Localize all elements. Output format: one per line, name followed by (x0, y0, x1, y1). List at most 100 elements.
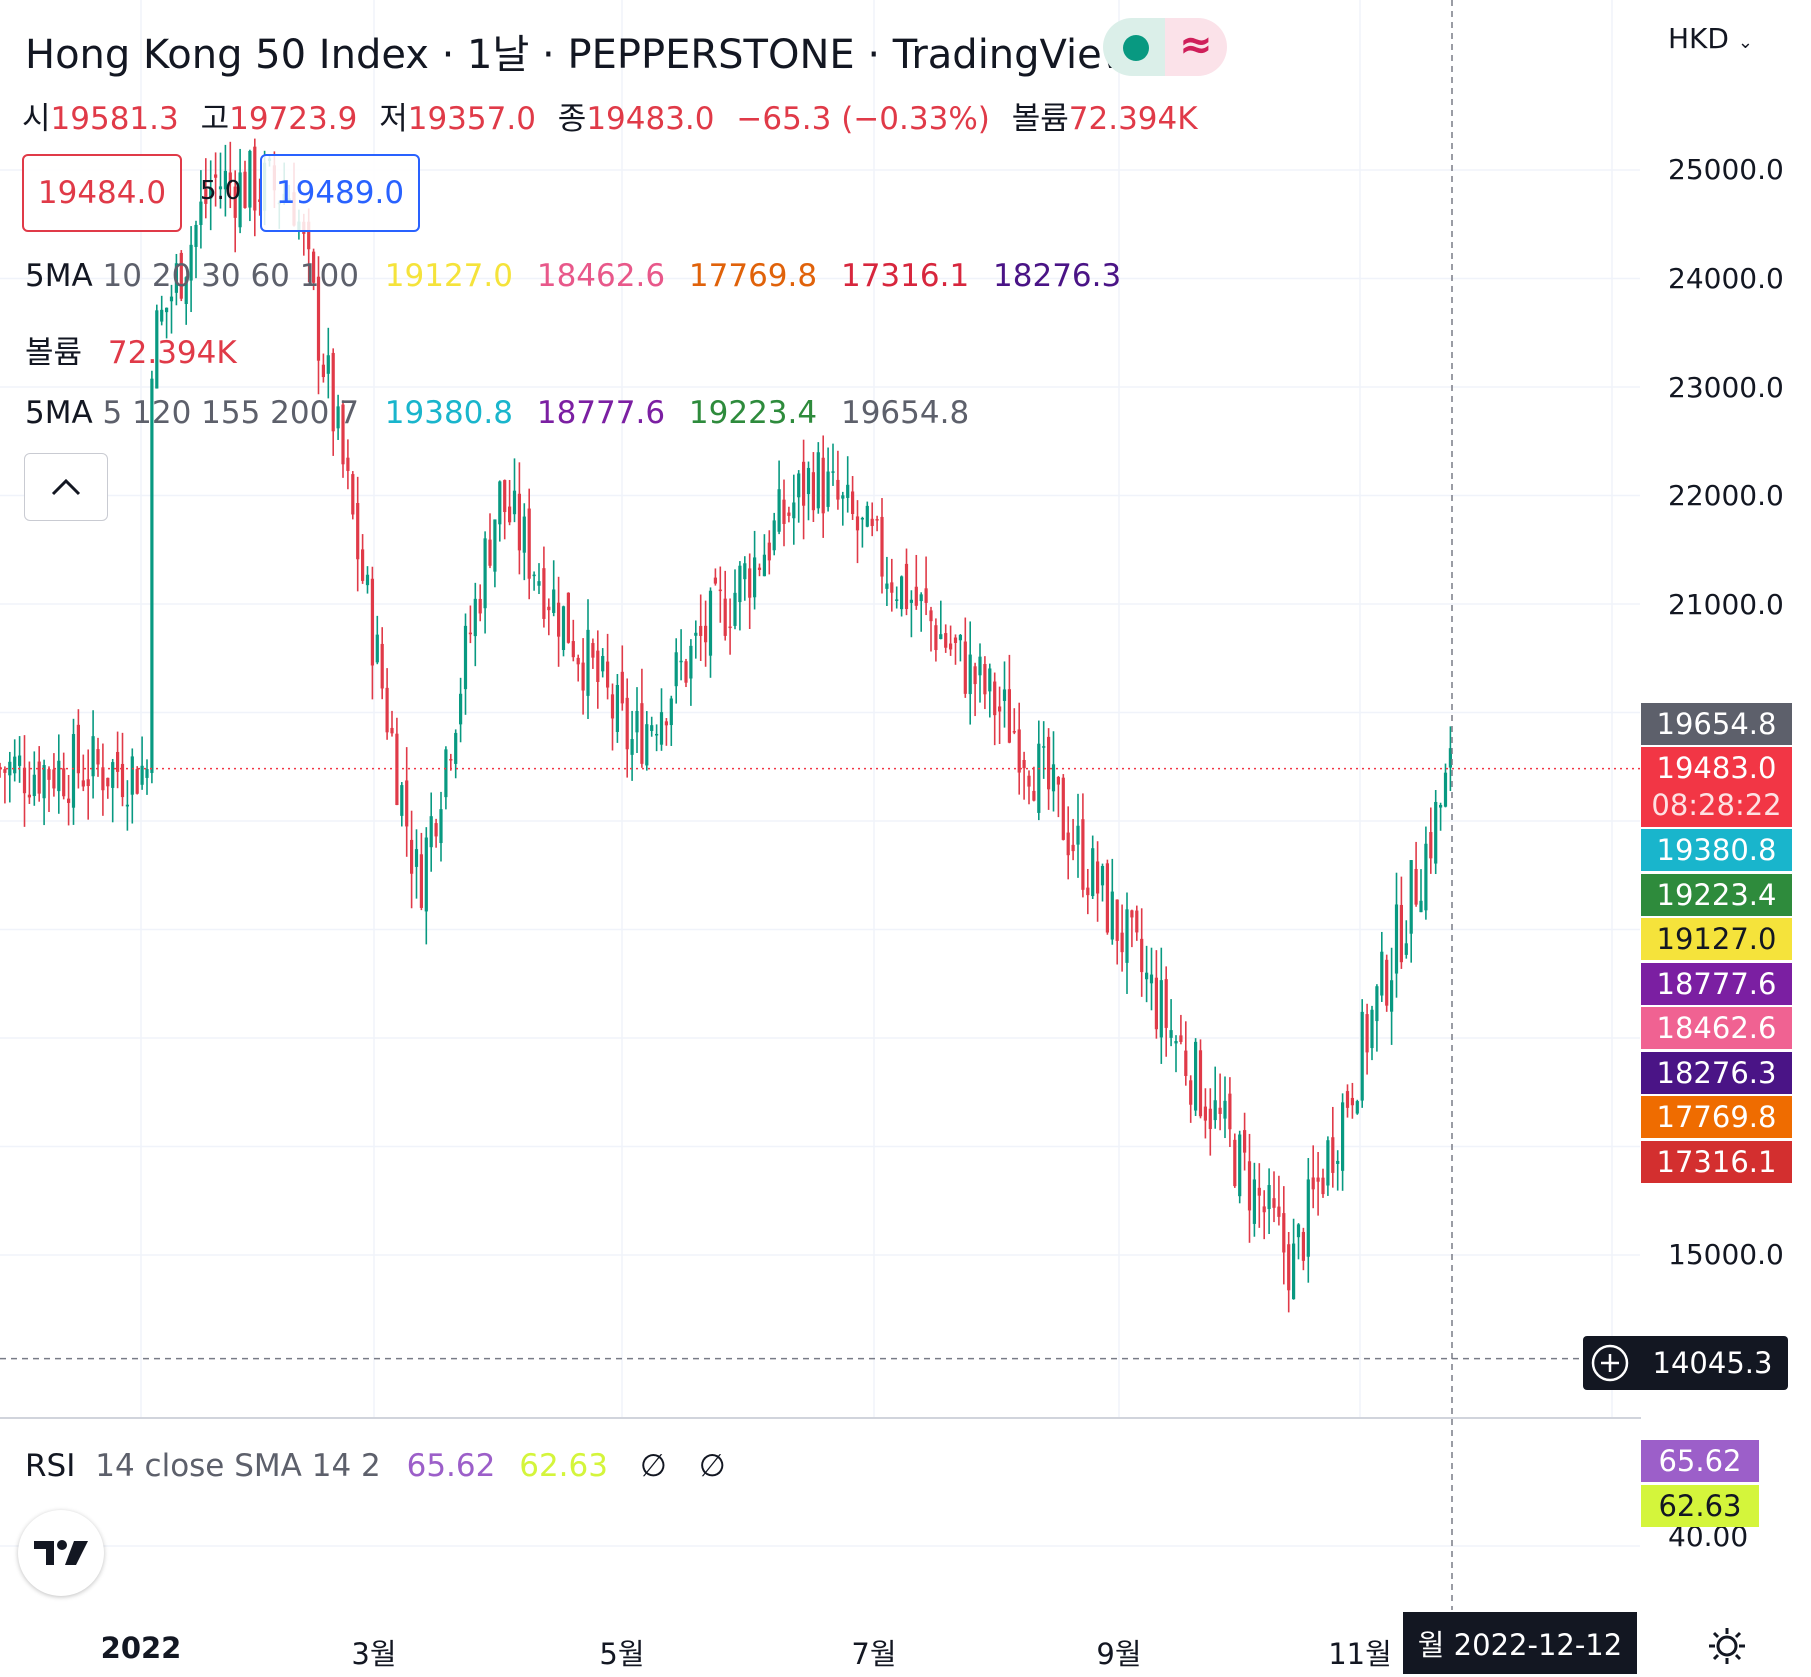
candle-body (18, 755, 22, 766)
candle-body (1159, 980, 1163, 1038)
chart-settings-button[interactable] (1706, 1625, 1748, 1671)
candle-body (767, 542, 771, 561)
rsi-sma-label: 62.63 (1641, 1485, 1759, 1527)
candle-body (757, 567, 762, 570)
candle-body (32, 774, 36, 797)
candle-body (361, 549, 365, 581)
price-label: 17316.1 (1641, 1141, 1792, 1183)
price-tick: 21000.0 (1668, 588, 1784, 621)
rsi-value: 65.62 (406, 1448, 496, 1484)
candle-body (22, 767, 27, 794)
candle-body (1105, 863, 1109, 933)
candle-body (76, 724, 80, 774)
ma-indicator-1[interactable]: 5MA 10 20 30 60 100 19127.0 18462.6 1776… (25, 258, 1122, 294)
currency-selector[interactable]: HKD ⌄ (1668, 22, 1753, 55)
add-alert-button[interactable] (1583, 1336, 1637, 1390)
candle-body (454, 732, 458, 764)
tradingview-logo[interactable] (18, 1510, 104, 1596)
candle-body (444, 749, 448, 798)
candle-body (1012, 731, 1016, 733)
candle-body (1443, 772, 1448, 807)
candle-body (1390, 980, 1394, 1012)
buy-button[interactable]: 19489.0 (260, 154, 420, 232)
rsi-legend[interactable]: RSI 14 close SMA 14 2 65.62 62.63 ∅ ∅ (25, 1448, 726, 1484)
candle-body (86, 779, 90, 787)
tradingview-logo-icon (34, 1540, 88, 1565)
candle-body (704, 625, 708, 643)
candle-body (1189, 1080, 1193, 1105)
candle-body (184, 277, 188, 305)
candle-body (1081, 819, 1085, 890)
price-label: 18276.3 (1641, 1052, 1792, 1094)
ma-value: 17769.8 (688, 258, 818, 294)
candle-body (806, 467, 811, 495)
candle-body (214, 174, 218, 178)
candle-body (165, 307, 169, 313)
market-status-pill[interactable]: ≈ (1103, 18, 1227, 76)
ohlc-legend: 시19581.3 고19723.9 저19357.0 종19483.0 −65.… (22, 101, 1198, 137)
candle-body (312, 251, 316, 283)
candle-body (630, 739, 634, 755)
rsi-sma-value: 62.63 (519, 1448, 608, 1484)
ma-value: 19654.8 (840, 395, 970, 431)
candle-body (1164, 979, 1168, 1028)
candle-body (3, 769, 7, 773)
candle-body (777, 489, 781, 532)
candle-body (498, 481, 502, 525)
crosshair-price-tag[interactable]: 14045.3 (1583, 1336, 1788, 1390)
candle-body (1316, 1177, 1320, 1182)
candle-body (753, 557, 757, 598)
candle-body (846, 484, 850, 498)
empty-value: ∅ (698, 1448, 726, 1484)
candle-body (1424, 843, 1428, 911)
candle-body (439, 809, 443, 844)
candle-body (1429, 832, 1433, 859)
candle-body (1223, 1100, 1227, 1119)
time-tick: 5월 (599, 1637, 645, 1671)
candle-body (762, 554, 766, 577)
candle-body (1140, 938, 1144, 973)
candle-body (483, 538, 487, 609)
volume-value: 72.394K (1068, 101, 1198, 137)
candle-body (1287, 1244, 1291, 1291)
candle-body (1385, 959, 1389, 1006)
plus-circle-icon (1591, 1344, 1629, 1382)
candle-body (42, 765, 46, 799)
candle-body (557, 602, 561, 637)
chevron-up-icon (51, 478, 81, 496)
candle-body (973, 666, 977, 685)
candle-body (1414, 868, 1418, 905)
candle-body (836, 479, 840, 500)
candle-body (120, 763, 125, 798)
candle-body (508, 506, 512, 523)
ma-value: 18777.6 (536, 395, 666, 431)
candle-body (586, 629, 590, 696)
candle-body (111, 762, 115, 788)
candle-body (610, 694, 615, 719)
candle-body (655, 733, 659, 736)
candle-body (620, 671, 624, 704)
volume-indicator[interactable]: 볼륨 72.394K (25, 335, 237, 371)
candle-body (52, 769, 56, 789)
candle-body (62, 768, 66, 797)
candle-body (1350, 1097, 1354, 1106)
candle-body (1365, 1014, 1369, 1053)
candle-body (410, 839, 414, 874)
collapse-legend-button[interactable] (24, 453, 108, 521)
rsi-value-label: 65.62 (1641, 1440, 1759, 1482)
candle-body (390, 727, 394, 734)
candle-body (503, 480, 507, 513)
candle-body (1252, 1179, 1256, 1224)
candle-body (860, 517, 864, 520)
countdown-timer: 08:28:22 (1651, 788, 1782, 822)
candle-body (130, 756, 134, 795)
candle-body (91, 736, 95, 777)
candle-body (1110, 891, 1114, 940)
sell-button[interactable]: 19484.0 (22, 154, 182, 232)
ma-indicator-2[interactable]: 5MA 5 120 155 200 7 19380.8 18777.6 1922… (25, 395, 970, 431)
candle-body (174, 263, 178, 293)
candle-body (919, 594, 923, 602)
candle-body (135, 768, 139, 794)
candle-body (561, 606, 566, 651)
